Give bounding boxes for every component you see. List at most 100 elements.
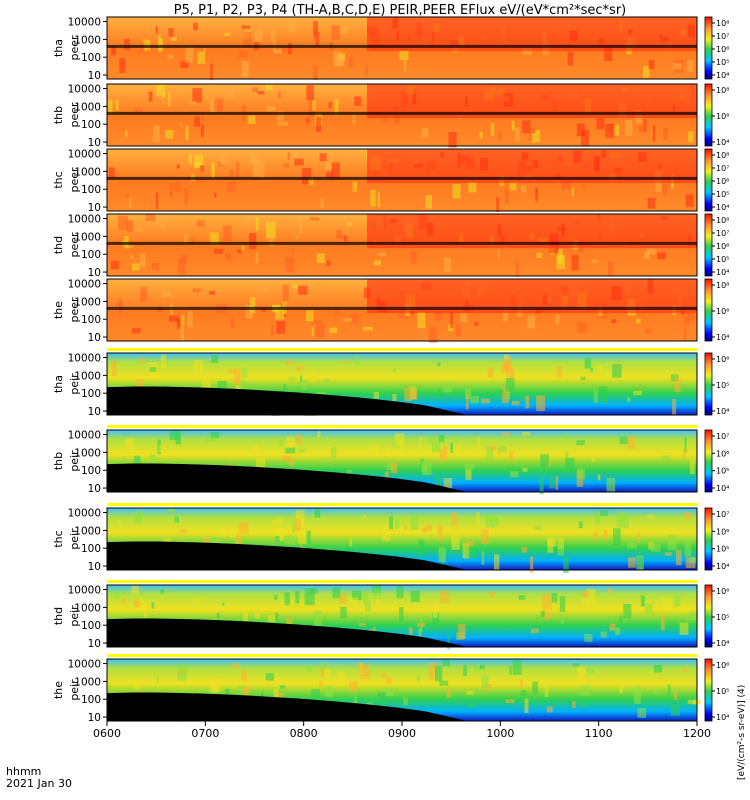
spectrogram-texture bbox=[134, 455, 141, 466]
colorbar-thc-peer bbox=[704, 148, 713, 212]
colorbar-tick-label: 10⁶ bbox=[716, 177, 729, 186]
spectrogram-texture bbox=[299, 217, 302, 234]
spectrogram-texture bbox=[536, 395, 545, 412]
spectrogram-texture bbox=[582, 184, 586, 190]
spectrogram-texture bbox=[209, 678, 219, 693]
spectrogram-texture bbox=[653, 664, 663, 673]
spectrogram-texture bbox=[490, 123, 495, 137]
spectrogram-texture bbox=[179, 529, 187, 534]
spectrogram-texture bbox=[225, 688, 230, 697]
panel-frame bbox=[106, 148, 698, 212]
spectrogram-texture bbox=[555, 475, 559, 490]
spectrogram-texture bbox=[111, 46, 116, 56]
spectrogram-texture bbox=[687, 60, 694, 72]
spectrogram-texture bbox=[479, 131, 483, 139]
y-tick-label: 10000 bbox=[68, 659, 101, 671]
spectrogram-texture bbox=[129, 197, 132, 208]
spectrogram-texture bbox=[168, 92, 171, 107]
spectrogram-texture bbox=[586, 588, 596, 604]
spectrogram-texture bbox=[355, 355, 359, 366]
spectrogram-texture bbox=[334, 308, 339, 314]
colorbar-tick-label: 10⁵ bbox=[716, 190, 729, 199]
spectrogram-texture bbox=[330, 447, 337, 458]
spectrogram-texture bbox=[534, 525, 541, 530]
spectrogram-texture bbox=[624, 119, 633, 136]
panel-label-species: peer bbox=[68, 35, 81, 61]
panel-label-probe: thb bbox=[52, 452, 65, 470]
spectrogram-texture bbox=[249, 233, 257, 250]
spectrogram-texture bbox=[386, 461, 394, 471]
spectrogram-texture bbox=[684, 541, 692, 557]
spectrogram-texture bbox=[648, 59, 655, 70]
spectrogram-texture bbox=[317, 431, 321, 438]
colorbar-tick-label: 10⁸ bbox=[716, 151, 729, 160]
spectrogram-texture bbox=[438, 434, 445, 443]
spectrogram-texture bbox=[176, 318, 181, 329]
spectrogram-texture bbox=[404, 526, 407, 530]
spectrogram-texture bbox=[504, 188, 509, 204]
spectrogram-texture bbox=[217, 380, 227, 389]
spectrogram-texture bbox=[169, 315, 179, 322]
spectrogram-texture bbox=[262, 286, 268, 292]
spectrogram-texture bbox=[265, 221, 276, 239]
spectrogram-texture bbox=[451, 535, 460, 550]
spectrogram-texture bbox=[520, 678, 523, 689]
spectrogram-texture bbox=[578, 668, 583, 676]
spectrogram-texture bbox=[418, 539, 425, 557]
spectrogram-texture bbox=[304, 588, 315, 606]
spectrogram-texture bbox=[667, 535, 677, 551]
spectrogram-texture bbox=[267, 614, 276, 623]
spectrogram-texture bbox=[674, 691, 678, 700]
spectrogram-texture bbox=[613, 124, 620, 136]
spectrogram-texture bbox=[576, 440, 585, 446]
panel-label-probe: thc bbox=[52, 171, 65, 188]
spectrogram-texture bbox=[615, 627, 621, 636]
spectrogram-texture bbox=[386, 391, 390, 407]
spectrogram-texture bbox=[476, 511, 480, 529]
spectrogram-texture bbox=[165, 129, 174, 139]
spectrogram-texture bbox=[354, 694, 357, 705]
spectrogram-texture bbox=[255, 613, 260, 620]
spectrogram-texture bbox=[308, 177, 314, 185]
spectrogram-texture bbox=[546, 706, 553, 713]
spectrogram-texture bbox=[488, 445, 497, 451]
no-data-region bbox=[107, 618, 467, 647]
spectrogram-texture bbox=[134, 679, 140, 690]
spacecraft-potential-line bbox=[107, 306, 697, 310]
colorbar-tick-label: 10⁸ bbox=[716, 86, 729, 95]
spectrogram-texture bbox=[465, 388, 472, 400]
spectrogram-texture bbox=[479, 664, 485, 670]
y-tick-label: 100 bbox=[81, 314, 101, 326]
spectrogram-texture bbox=[285, 535, 296, 545]
spectrogram-texture bbox=[571, 187, 574, 197]
spectrogram-texture bbox=[376, 595, 380, 605]
spectrogram-texture bbox=[127, 244, 134, 249]
spectrogram-texture bbox=[326, 260, 331, 266]
spectrogram-texture bbox=[196, 372, 200, 377]
spectrogram-texture bbox=[564, 457, 575, 470]
no-data-region bbox=[107, 386, 467, 415]
spectrogram-texture bbox=[301, 168, 312, 185]
spacecraft-potential-line bbox=[107, 44, 697, 48]
spectrogram-texture bbox=[160, 354, 167, 368]
spectrogram-texture bbox=[238, 685, 246, 694]
spectrogram-texture bbox=[161, 291, 172, 298]
panel-label-species: peir bbox=[68, 450, 81, 472]
spectrogram-texture bbox=[139, 358, 146, 363]
spectrogram-texture bbox=[245, 304, 253, 319]
spectrogram-texture bbox=[188, 154, 192, 164]
spectrogram-texture bbox=[452, 183, 461, 199]
y-tick-label: 10000 bbox=[68, 84, 101, 96]
spectrogram-texture bbox=[434, 310, 443, 321]
spectrogram-texture bbox=[571, 254, 579, 271]
spectrogram-texture bbox=[139, 596, 143, 608]
spectrogram-texture bbox=[155, 26, 159, 34]
y-tick-label: 100 bbox=[81, 119, 101, 131]
colorbar-label: [eV/(cm²-s sr-eV)] (4) bbox=[737, 685, 747, 780]
spectrogram-texture bbox=[404, 387, 412, 402]
spectrogram-texture bbox=[431, 442, 441, 453]
spectrogram-texture bbox=[241, 60, 249, 78]
spectrogram-texture bbox=[223, 225, 232, 242]
